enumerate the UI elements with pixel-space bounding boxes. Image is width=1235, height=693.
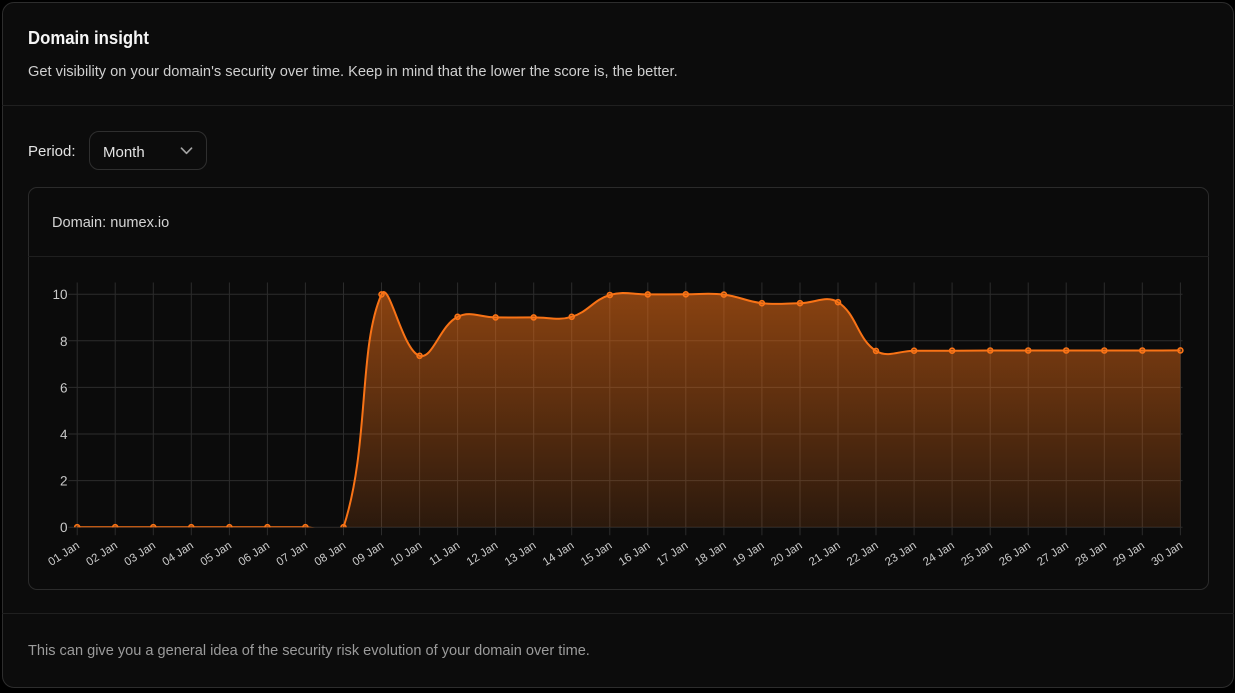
svg-text:26 Jan: 26 Jan <box>997 540 1032 569</box>
svg-text:2: 2 <box>60 474 68 489</box>
svg-text:17 Jan: 17 Jan <box>655 540 690 569</box>
svg-text:01 Jan: 01 Jan <box>46 540 81 569</box>
svg-text:10 Jan: 10 Jan <box>389 540 424 569</box>
svg-text:30 Jan: 30 Jan <box>1150 540 1185 569</box>
svg-text:06 Jan: 06 Jan <box>237 540 272 569</box>
svg-text:04 Jan: 04 Jan <box>160 540 195 569</box>
svg-text:0: 0 <box>60 520 68 535</box>
svg-text:6: 6 <box>60 380 68 395</box>
svg-text:14 Jan: 14 Jan <box>541 540 576 569</box>
svg-text:08 Jan: 08 Jan <box>313 540 348 569</box>
svg-text:21 Jan: 21 Jan <box>807 540 842 569</box>
svg-text:02 Jan: 02 Jan <box>84 540 119 569</box>
svg-text:22 Jan: 22 Jan <box>845 540 880 569</box>
svg-text:15 Jan: 15 Jan <box>579 540 614 569</box>
svg-text:27 Jan: 27 Jan <box>1035 540 1070 569</box>
svg-text:11 Jan: 11 Jan <box>427 540 462 568</box>
svg-text:16 Jan: 16 Jan <box>617 540 652 569</box>
svg-text:12 Jan: 12 Jan <box>465 540 500 569</box>
svg-text:09 Jan: 09 Jan <box>351 540 386 569</box>
svg-text:03 Jan: 03 Jan <box>122 540 157 569</box>
svg-text:20 Jan: 20 Jan <box>769 540 804 569</box>
svg-text:07 Jan: 07 Jan <box>275 540 310 569</box>
svg-text:19 Jan: 19 Jan <box>731 540 766 569</box>
svg-text:8: 8 <box>60 334 68 349</box>
svg-text:10: 10 <box>52 287 67 302</box>
svg-text:05 Jan: 05 Jan <box>199 540 234 569</box>
svg-text:13 Jan: 13 Jan <box>503 540 538 569</box>
svg-text:24 Jan: 24 Jan <box>921 540 956 569</box>
svg-text:28 Jan: 28 Jan <box>1073 540 1108 569</box>
svg-text:29 Jan: 29 Jan <box>1111 540 1146 569</box>
svg-text:25 Jan: 25 Jan <box>959 540 994 569</box>
svg-text:4: 4 <box>60 427 68 442</box>
svg-text:18 Jan: 18 Jan <box>693 540 728 569</box>
svg-text:23 Jan: 23 Jan <box>883 540 918 569</box>
